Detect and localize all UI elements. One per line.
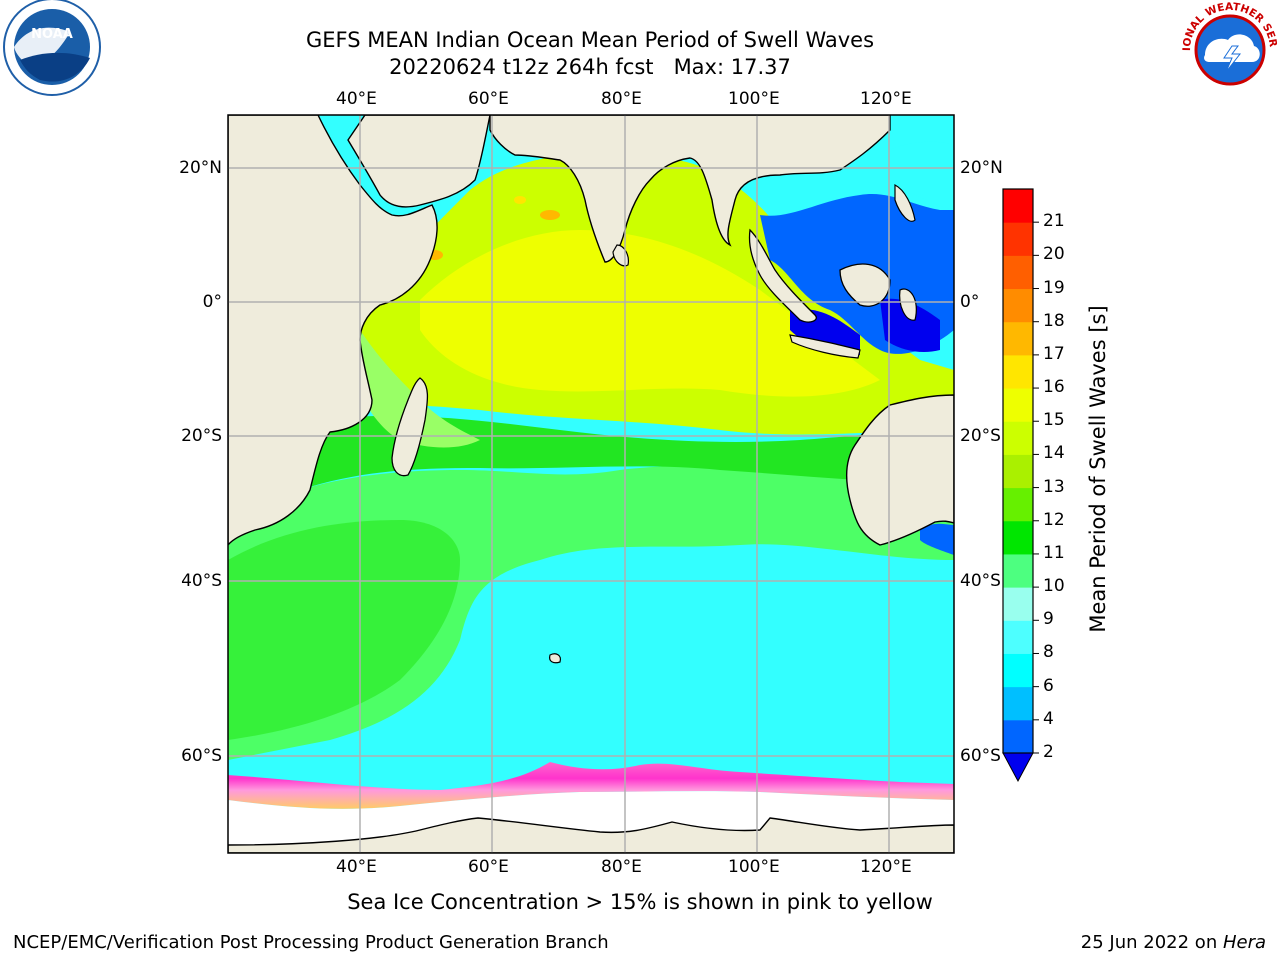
arabia-land <box>347 115 491 208</box>
colorbar-tick-label: 9 <box>1043 609 1054 630</box>
colorbar-segment <box>1003 189 1033 223</box>
madagascar-land <box>391 377 429 477</box>
lon-tick-bottom-100e: 100°E <box>728 857 780 877</box>
lat-tick-left-40s: 40°S <box>181 571 222 591</box>
kerguelen-land <box>549 653 561 664</box>
sea-ice-edge <box>228 762 954 809</box>
swell-band-11s <box>228 520 460 740</box>
colorbar-tick-label: 21 <box>1043 211 1065 232</box>
swell-lowest-period-banda <box>880 298 940 352</box>
colorbar-segment <box>1003 388 1033 422</box>
lat-tick-right-60s: 60°S <box>960 746 1001 766</box>
colorbar-tick-label: 12 <box>1043 509 1065 530</box>
lat-tick-left-0: 0° <box>202 292 222 312</box>
philippines-land <box>894 184 916 222</box>
noaa-logo-icon: NOAA <box>3 0 101 96</box>
colorbar-frame <box>1002 188 1034 754</box>
colorbar-tick-label: 11 <box>1043 542 1065 563</box>
asia-land <box>489 115 891 263</box>
colorbar-segment <box>1003 421 1033 455</box>
antarctica-land <box>228 817 954 853</box>
colorbar-tick-label: 14 <box>1043 443 1065 464</box>
colorbar-tick-label: 10 <box>1043 576 1065 597</box>
sulawesi-land <box>899 288 917 321</box>
map-area <box>228 115 954 853</box>
lon-tick-top-60e: 60°E <box>468 89 509 109</box>
noaa-logo-text: NOAA <box>31 27 73 42</box>
footer-machine: Hera <box>1222 932 1266 953</box>
colorbar-segment <box>1003 321 1033 356</box>
lat-tick-right-40s: 40°S <box>960 571 1001 591</box>
colorbar-tick-label: 18 <box>1043 310 1065 331</box>
colorbar-segment <box>1003 354 1033 389</box>
africa-land <box>228 115 438 547</box>
colorbar-segment <box>1003 553 1033 588</box>
footer-credit: NCEP/EMC/Verification Post Processing Pr… <box>13 932 609 953</box>
swell-low-period-tasman <box>920 523 954 555</box>
australia-land <box>846 394 954 546</box>
swell-spot-16s <box>514 196 526 204</box>
lon-tick-bottom-40e: 40°E <box>336 857 377 877</box>
colorbar-tick-label: 8 <box>1043 642 1054 663</box>
lat-tick-left-60s: 60°S <box>181 746 222 766</box>
lon-tick-bottom-80e: 80°E <box>601 857 642 877</box>
swell-spot-17s <box>540 210 560 220</box>
colorbar-tick-label: 13 <box>1043 476 1065 497</box>
footer-date: 25 Jun 2022 on Hera <box>1081 932 1266 953</box>
lon-tick-top-40e: 40°E <box>336 89 377 109</box>
colorbar-segment <box>1003 587 1033 621</box>
lon-tick-bottom-120e: 120°E <box>860 857 912 877</box>
colorbar-tick-label: 16 <box>1043 377 1065 398</box>
colorbar-segment <box>1003 222 1033 256</box>
colorbar-segment <box>1003 520 1033 555</box>
lon-tick-top-100e: 100°E <box>728 89 780 109</box>
lat-tick-right-0: 0° <box>960 292 980 312</box>
colorbar-tick-label: 6 <box>1043 675 1054 696</box>
colorbar-label: Mean Period of Swell Waves [s] <box>1086 305 1110 633</box>
colorbar-segment <box>1003 719 1033 754</box>
colorbar-segment <box>1003 487 1033 522</box>
colorbar-tick-label: 19 <box>1043 277 1065 298</box>
colorbar-extend-arrow <box>1002 752 1034 783</box>
lon-tick-top-80e: 80°E <box>601 89 642 109</box>
chart-title: GEFS MEAN Indian Ocean Mean Period of Sw… <box>305 28 875 52</box>
colorbar-tick-label: 2 <box>1043 742 1054 762</box>
footer-date-text: 25 Jun 2022 on <box>1080 932 1223 953</box>
lat-tick-left-20s: 20°S <box>181 426 222 446</box>
colorbar <box>1002 188 1039 783</box>
colorbar-tick-label: 20 <box>1043 244 1065 265</box>
colorbar-segment <box>1003 454 1033 489</box>
map-frame <box>227 114 955 854</box>
swell-pacific-edge <box>890 141 954 210</box>
java-land <box>789 334 861 359</box>
graticule <box>228 115 954 853</box>
sumatra-land <box>748 228 817 323</box>
colorbar-tick-label: 4 <box>1043 708 1054 729</box>
colorbar-segment <box>1003 255 1033 290</box>
swell-band-12s-west <box>350 330 480 448</box>
swell-band-15s <box>420 230 880 397</box>
colorbar-tick-label: 17 <box>1043 343 1065 364</box>
colorbar-tick-label: 15 <box>1043 410 1065 431</box>
sea-ice-note: Sea Ice Concentration > 15% is shown in … <box>347 890 933 914</box>
colorbar-segment <box>1003 653 1033 688</box>
colorbar-segment <box>1003 686 1033 721</box>
lon-tick-top-120e: 120°E <box>860 89 912 109</box>
lat-tick-right-20s: 20°S <box>960 426 1001 446</box>
chart-subtitle: 20220624 t12z 264h fcst Max: 17.37 <box>389 55 791 79</box>
colorbar-segment <box>1003 288 1033 323</box>
lon-tick-bottom-60e: 60°E <box>468 857 509 877</box>
lat-tick-left-20n: 20°N <box>179 158 222 178</box>
lat-tick-right-20n: 20°N <box>960 158 1003 178</box>
colorbar-segment <box>1003 620 1033 654</box>
